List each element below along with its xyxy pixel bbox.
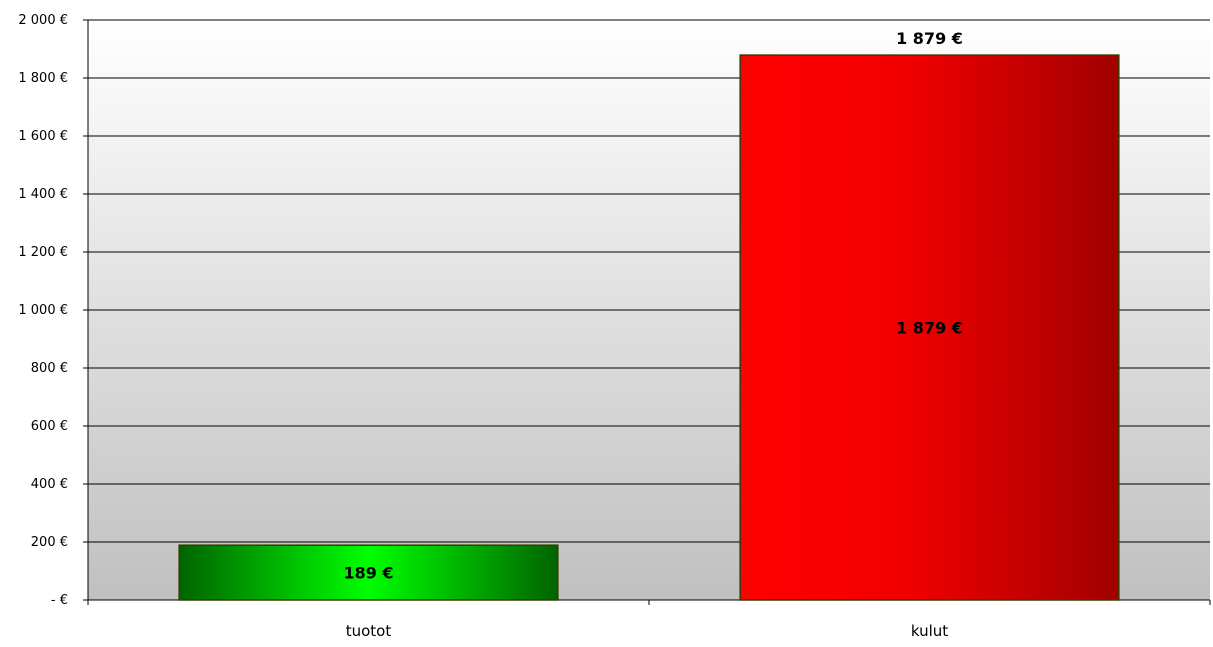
y-tick-label: 1 400 €	[18, 187, 68, 202]
y-tick-label: 1 000 €	[18, 303, 68, 318]
y-tick-label: 600 €	[31, 419, 68, 434]
y-tick-label: 400 €	[31, 477, 68, 492]
y-tick-label: 200 €	[31, 535, 68, 550]
y-tick-label: 1 200 €	[18, 245, 68, 260]
top-value-label: 1 879 €	[896, 29, 963, 48]
data-label-tuotot: 189 €	[343, 564, 393, 583]
y-tick-label: 800 €	[31, 361, 68, 376]
x-category-label: tuotot	[346, 622, 392, 640]
x-category-label: kulut	[911, 622, 948, 640]
data-label-kulut: 1 879 €	[896, 319, 963, 338]
y-tick-label: 1 600 €	[18, 129, 68, 144]
y-tick-label: 1 800 €	[18, 71, 68, 86]
y-tick-label: 2 000 €	[18, 13, 68, 28]
bar-kulut	[739, 54, 1120, 601]
bar-tuotot	[178, 544, 559, 601]
y-tick-label: - €	[51, 593, 68, 608]
